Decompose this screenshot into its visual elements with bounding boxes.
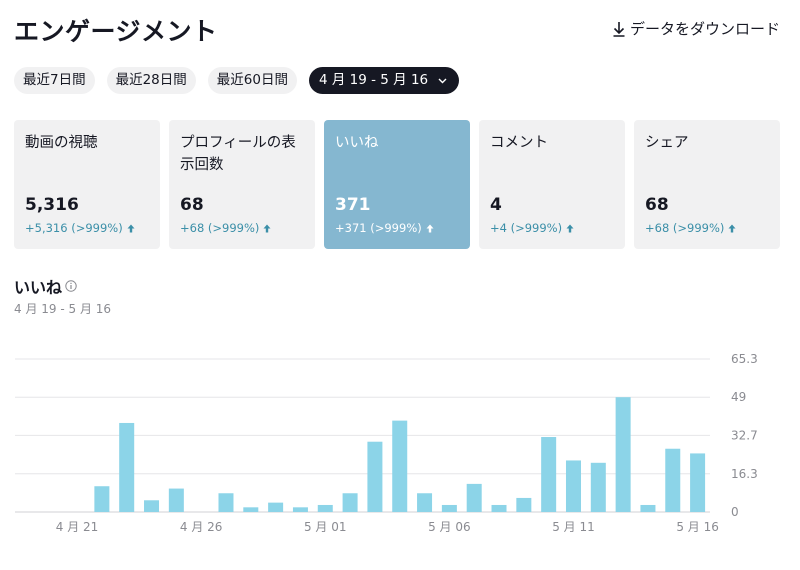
bar[interactable] bbox=[392, 420, 408, 512]
card-value: 68 bbox=[645, 195, 669, 215]
range-60-days[interactable]: 最近60日間 bbox=[207, 67, 297, 94]
card-delta: +68 (>999%) bbox=[645, 221, 736, 235]
bar[interactable] bbox=[441, 504, 457, 512]
chart-title: いいね bbox=[14, 278, 63, 297]
arrow-up-icon bbox=[728, 224, 736, 232]
card-label: プロフィールの表示回数 bbox=[180, 135, 296, 173]
y-tick-label: 49 bbox=[731, 390, 746, 404]
y-tick-label: 0 bbox=[731, 505, 739, 519]
range-28-days[interactable]: 最近28日間 bbox=[106, 67, 196, 94]
bar[interactable] bbox=[243, 507, 259, 512]
metric-card-video-views[interactable]: 動画の視聴 5,316 +5,316 (>999%) bbox=[14, 120, 160, 249]
card-label: コメント bbox=[490, 135, 548, 151]
chevron-down-icon bbox=[438, 78, 447, 83]
bar[interactable] bbox=[690, 453, 706, 512]
bar[interactable] bbox=[615, 397, 631, 512]
x-tick-label: 5 月 06 bbox=[428, 520, 471, 534]
x-tick-label: 5 月 01 bbox=[304, 520, 347, 534]
download-data-button[interactable]: データをダウンロード bbox=[612, 18, 780, 39]
page-title: エンゲージメント bbox=[14, 17, 218, 46]
bar[interactable] bbox=[317, 504, 333, 512]
y-tick-label: 65.3 bbox=[731, 352, 758, 366]
card-delta-text: +371 (>999%) bbox=[335, 221, 422, 235]
bar[interactable] bbox=[268, 502, 284, 512]
card-label: いいね bbox=[335, 135, 379, 151]
card-delta: +371 (>999%) bbox=[335, 221, 434, 235]
bar[interactable] bbox=[665, 448, 681, 512]
chart-date-range: 4 月 19 - 5 月 16 bbox=[14, 302, 112, 316]
card-value: 5,316 bbox=[25, 195, 79, 215]
metric-cards: 動画の視聴 5,316 +5,316 (>999%) プロフィールの表示回数 6… bbox=[14, 120, 780, 249]
card-value: 68 bbox=[180, 195, 204, 215]
range-7-days[interactable]: 最近7日間 bbox=[14, 67, 95, 94]
card-value: 371 bbox=[335, 195, 371, 215]
x-tick-label: 4 月 21 bbox=[56, 520, 99, 534]
card-delta-text: +68 (>999%) bbox=[645, 221, 725, 235]
chart-section-title: いいね bbox=[14, 274, 77, 298]
card-delta: +4 (>999%) bbox=[490, 221, 574, 235]
bar[interactable] bbox=[342, 493, 358, 512]
metric-card-shares[interactable]: シェア 68 +68 (>999%) bbox=[634, 120, 780, 249]
header: エンゲージメント データをダウンロード bbox=[14, 10, 780, 46]
x-tick-label: 5 月 11 bbox=[552, 520, 595, 534]
bar[interactable] bbox=[417, 493, 433, 512]
bar[interactable] bbox=[491, 504, 507, 512]
x-tick-label: 4 月 26 bbox=[180, 520, 223, 534]
custom-range-dropdown[interactable]: 4 月 19 - 5 月 16 bbox=[308, 67, 460, 94]
bar[interactable] bbox=[144, 500, 160, 512]
card-label: シェア bbox=[645, 135, 689, 151]
metric-card-profile-views[interactable]: プロフィールの表示回数 68 +68 (>999%) bbox=[169, 120, 315, 249]
likes-bar-chart: 0 16.3 32.7 49 65.3 4 月 21 4 月 26 5 月 01 5 月 06 5… bbox=[15, 352, 758, 534]
arrow-up-icon bbox=[263, 224, 271, 232]
card-delta: +5,316 (>999%) bbox=[25, 221, 135, 235]
custom-range-label: 4 月 19 - 5 月 16 bbox=[318, 72, 429, 88]
metric-card-likes[interactable]: いいね 371 +371 (>999%) bbox=[324, 120, 470, 249]
y-tick-label: 32.7 bbox=[731, 428, 758, 442]
date-range-selector: 最近7日間 最近28日間 最近60日間 4 月 19 - 5 月 16 bbox=[14, 67, 460, 94]
metric-card-comments[interactable]: コメント 4 +4 (>999%) bbox=[479, 120, 625, 249]
card-label: 動画の視聴 bbox=[25, 135, 98, 151]
y-tick-label: 16.3 bbox=[731, 467, 758, 481]
bar[interactable] bbox=[119, 422, 135, 512]
arrow-up-icon bbox=[426, 224, 434, 232]
arrow-up-icon bbox=[566, 224, 574, 232]
card-value: 4 bbox=[490, 195, 502, 215]
card-delta: +68 (>999%) bbox=[180, 221, 271, 235]
x-tick-label: 5 月 16 bbox=[676, 520, 719, 534]
bar[interactable] bbox=[367, 441, 383, 512]
bar[interactable] bbox=[590, 462, 606, 512]
download-label: データをダウンロード bbox=[629, 20, 780, 38]
bar[interactable] bbox=[168, 488, 184, 512]
bar[interactable] bbox=[541, 437, 557, 512]
bar[interactable] bbox=[218, 493, 234, 512]
bar[interactable] bbox=[94, 486, 110, 512]
card-delta-text: +4 (>999%) bbox=[490, 221, 563, 235]
info-icon[interactable] bbox=[65, 280, 77, 292]
bar[interactable] bbox=[516, 497, 532, 512]
arrow-up-icon bbox=[127, 224, 135, 232]
card-delta-text: +68 (>999%) bbox=[180, 221, 260, 235]
bar[interactable] bbox=[565, 460, 581, 512]
download-icon bbox=[613, 21, 625, 37]
bar[interactable] bbox=[466, 483, 482, 512]
bar[interactable] bbox=[640, 504, 656, 512]
card-delta-text: +5,316 (>999%) bbox=[25, 221, 123, 235]
bar[interactable] bbox=[292, 507, 308, 512]
